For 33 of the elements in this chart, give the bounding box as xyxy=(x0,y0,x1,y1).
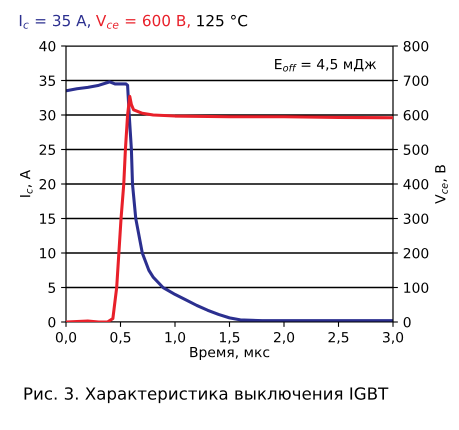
y2-tick-label: 0 xyxy=(404,316,411,328)
annotation: E$_{off}$ = 4,5 мДж xyxy=(275,59,376,72)
x-tick-label: 0,0 xyxy=(56,332,76,344)
x-axis-title: Время, мкс xyxy=(190,346,270,360)
text: V$_{ce}$ = 600 B, xyxy=(96,14,190,29)
y2-tick-label: 100 xyxy=(404,282,428,293)
y-tick-label: 0 xyxy=(48,316,56,328)
y2-tick-label: 500 xyxy=(404,144,428,155)
text: Рис. 3. Характеристика выключения IGBT xyxy=(24,387,388,404)
y2-tick-label: 400 xyxy=(403,178,428,190)
y2-tick-label: 600 xyxy=(404,110,428,120)
y-tick-label: 20 xyxy=(40,178,56,190)
y2-axis-title: V$_{ce}$, B xyxy=(435,165,448,204)
y-tick-label: 25 xyxy=(40,144,56,155)
y-tick-label: 10 xyxy=(40,248,56,258)
y-tick-label: 30 xyxy=(40,110,56,120)
y-tick-label: 15 xyxy=(40,214,56,224)
x-tick-label: 1,5 xyxy=(220,332,240,344)
text: I$_{c}$ = 35 A, xyxy=(20,14,90,29)
y2-tick-label: 200 xyxy=(404,248,428,258)
x-tick-label: 2,0 xyxy=(274,332,294,344)
y-axis-title: I$_{c}$, A xyxy=(20,170,33,197)
y-tick-label: 40 xyxy=(39,40,56,52)
y2-tick-label: 800 xyxy=(404,40,428,52)
x-tick-label: 2,5 xyxy=(328,332,348,344)
chart-title: 125 °C xyxy=(197,14,248,26)
x-tick-label: 3,0 xyxy=(383,332,404,344)
y-tick-label: 5 xyxy=(48,282,56,293)
x-tick-label: 0,5 xyxy=(110,332,130,344)
y2-tick-label: 700 xyxy=(404,75,428,86)
x-tick-label: 1,0 xyxy=(165,332,186,344)
y-tick-label: 35 xyxy=(40,75,56,86)
y2-tick-label: 300 xyxy=(404,213,428,224)
